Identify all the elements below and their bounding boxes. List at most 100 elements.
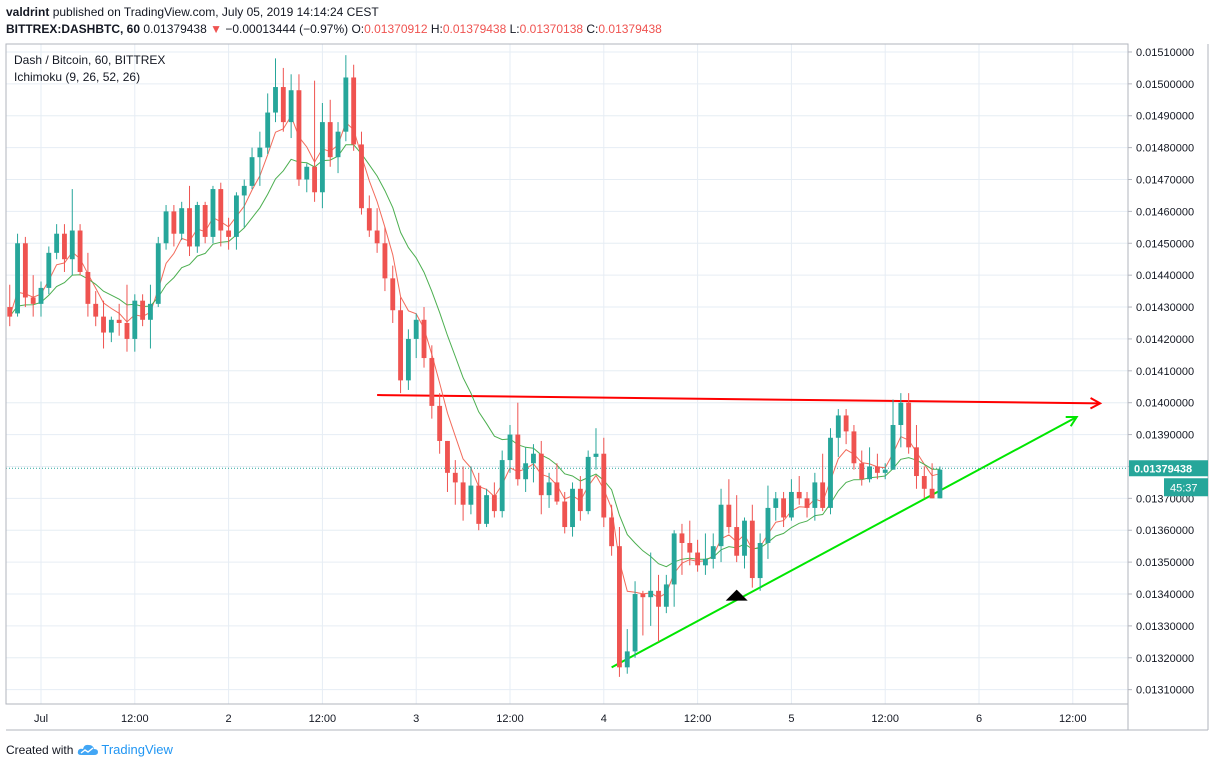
candle-body [194,205,200,247]
candle-body [226,230,232,237]
symbol-line: BITTREX:DASHBTC, 60 0.01379438 ▼ −0.0001… [6,22,662,36]
x-tick-label: 3 [413,713,419,725]
candle-body [54,233,60,253]
candle-body [304,166,310,180]
candle-body [437,405,443,441]
high-value: 0.01379438 [442,22,507,36]
candle-body [742,520,747,556]
candle-body [796,491,802,499]
candle-body [319,122,325,193]
countdown-tag [1164,478,1208,497]
x-tick-label: 12:00 [871,713,899,725]
candle-body [624,651,630,668]
support-arrow-icon [1065,415,1079,427]
candle-body [890,425,896,470]
candle-body [656,590,661,607]
candle-body [515,434,521,480]
candle-body [22,243,28,298]
legend-pair: Dash / Bitcoin, 60, BITTREX [14,53,165,67]
candle-body [179,208,185,234]
candle-body [413,319,419,339]
candle-body [124,322,130,339]
candle-body [867,466,872,480]
author-name[interactable]: valdrint [6,5,50,19]
y-tick-label: 0.01410000 [1136,366,1194,378]
open-value: 0.01370912 [364,22,428,36]
candle-body [609,517,615,547]
legend-indicator: Ichimoku (9, 26, 52, 26) [14,70,140,84]
candle-body [663,584,669,607]
candle-body [632,594,638,652]
candle-body [937,469,943,499]
close-value: 0.01379438 [598,22,662,36]
candle-body [726,504,732,528]
x-tick-label: 12:00 [309,713,337,725]
candle-body [702,558,708,566]
candle-body [335,131,341,158]
y-tick-label: 0.01420000 [1136,334,1194,346]
candle-body [132,300,138,339]
y-tick-label: 0.01310000 [1136,685,1194,697]
candle-body [593,453,599,457]
y-tick-label: 0.01490000 [1136,111,1194,123]
candle-body [757,542,763,579]
published-text: published on TradingView.com, July 05, 2… [52,5,379,19]
candle-body [249,157,255,186]
candle-body [929,488,935,499]
candle-body [421,319,427,359]
candle-body [695,552,701,566]
candle-body [765,507,771,543]
close-label: C: [586,22,599,36]
candle-body [187,208,192,247]
candle-body [15,243,20,314]
candle-body [7,307,13,317]
candle-body [327,122,333,158]
candle-body [265,112,271,148]
candle-body [30,297,36,304]
y-tick-label: 0.01330000 [1136,621,1194,633]
candle-body [874,466,880,473]
candle-body [734,527,740,556]
candle-body [773,498,779,508]
x-tick-label: 2 [226,713,232,725]
candle-body [718,504,724,547]
candle-body [499,460,505,512]
candle-body [523,463,529,480]
candle-body [257,147,263,158]
candle-body [491,495,497,512]
y-tick-label: 0.01430000 [1136,302,1194,314]
candle-body [273,87,278,113]
candle-body [585,456,591,512]
down-arrow-icon: ▼ [210,22,222,36]
published-line: valdrint published on TradingView.com, J… [6,5,379,19]
candle-body [554,482,560,502]
candle-body [202,205,208,237]
chart-grid [6,44,1128,704]
high-label: H: [430,22,443,36]
candle-body [906,402,912,448]
candle-body [788,491,794,518]
y-tick-label: 0.01340000 [1136,589,1194,601]
candle-body [671,533,677,585]
y-tick-label: 0.01470000 [1136,175,1194,187]
open-label: O: [351,22,365,36]
candle-body [781,498,787,518]
candle-body [577,488,583,512]
candle-body [351,77,357,145]
candle-body [366,208,372,231]
candle-body [749,520,755,579]
candles [7,55,943,677]
candle-body [882,469,888,473]
candle-body [77,230,83,272]
candle-body [374,230,380,244]
candle-body [460,482,466,505]
y-tick-label: 0.01460000 [1136,206,1194,218]
price-change: −0.00013444 (−0.97%) [225,22,349,36]
candle-body [445,440,450,473]
candle-body [210,189,216,237]
candle-body [820,482,826,508]
candle-body [679,533,685,543]
tradingview-logo[interactable]: TradingView [77,742,173,757]
candle-body [687,542,693,553]
